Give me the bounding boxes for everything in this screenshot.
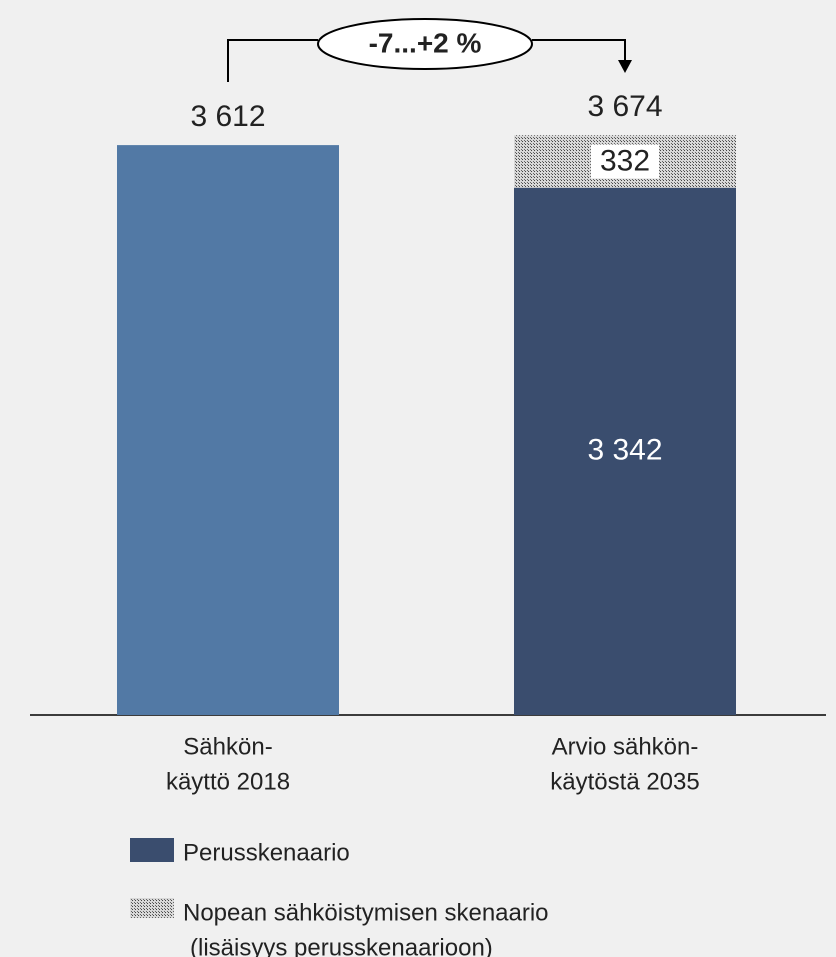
bracket-left <box>227 39 318 82</box>
value-label: 332 <box>600 144 650 177</box>
x-tick-label: Sähkön- <box>183 733 272 760</box>
x-tick-label: käyttö 2018 <box>166 768 290 795</box>
arrow-head <box>618 60 632 73</box>
legend-label: Perusskenaario <box>183 839 350 866</box>
annotation: -7...+2 % <box>369 27 482 58</box>
x-tick-label: Arvio sähkön- <box>552 733 699 760</box>
legend-swatch <box>130 838 174 862</box>
annotation-ellipse <box>317 18 533 70</box>
total-label: 3 674 <box>587 90 662 123</box>
value-label: 3 612 <box>190 100 265 133</box>
value-label-box <box>591 144 659 179</box>
x-tick-label: käytöstä 2035 <box>550 768 699 795</box>
legend-label: (lisäisyys perusskenaarioon) <box>190 934 493 957</box>
bar-segment <box>514 187 736 715</box>
value-label: 3 342 <box>587 433 662 466</box>
bar-segment <box>117 145 339 715</box>
bracket-right <box>532 39 626 62</box>
legend-swatch <box>130 898 174 918</box>
legend-label: Nopean sähköistymisen skenaario <box>183 899 549 926</box>
